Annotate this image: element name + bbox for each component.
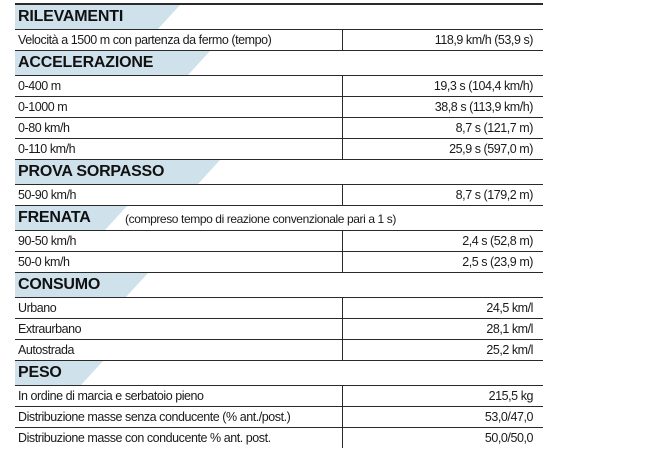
row-label: Distribuzione masse con conducente % ant… xyxy=(15,428,343,448)
row-label: Urbano xyxy=(15,298,343,318)
row-value: 50,0/50,0 xyxy=(484,431,534,445)
table-row: Distribuzione masse senza conducente (% … xyxy=(15,407,543,428)
row-value: 53,0/47,0 xyxy=(484,410,534,424)
table-row: 0-1000 m 38,8 s (113,9 km/h) xyxy=(15,97,543,118)
row-label: Velocità a 1500 m con partenza da fermo … xyxy=(15,30,343,50)
test-results-table: RILEVAMENTI Velocità a 1500 m con partenz… xyxy=(15,3,543,448)
section-header-band xyxy=(15,160,220,184)
row-value: 25,2 km/l xyxy=(486,343,533,357)
row-value: 2,4 s (52,8 m) xyxy=(462,234,533,248)
table-row: Velocità a 1500 m con partenza da fermo … xyxy=(15,30,543,51)
table-row: 50-90 km/h 8,7 s (179,2 m) xyxy=(15,185,543,206)
section-title: PESO xyxy=(18,364,62,381)
table-row: 50-0 km/h 2,5 s (23,9 m) xyxy=(15,252,543,273)
row-value: 2,5 s (23,9 m) xyxy=(462,255,533,269)
row-label: In ordine di marcia e serbatoio pieno xyxy=(15,386,343,406)
section-header-band xyxy=(15,206,127,230)
table-row: 0-400 m 19,3 s (104,4 km/h) xyxy=(15,76,543,97)
section-header-band xyxy=(15,51,210,75)
section-title: FRENATA xyxy=(18,209,91,226)
section-header: FRENATA (compreso tempo di reazione conve… xyxy=(15,206,543,231)
row-value: 215,5 kg xyxy=(488,389,534,403)
row-label: 0-80 km/h xyxy=(15,118,343,138)
table-row: Urbano 24,5 km/l xyxy=(15,298,543,319)
section-header: ACCELERAZIONE xyxy=(15,51,543,76)
row-label: 0-1000 m xyxy=(15,97,343,117)
section-note: (compreso tempo di reazione convenzional… xyxy=(125,212,396,226)
row-value: 118,9 km/h (53,9 s) xyxy=(434,33,534,47)
row-label: 50-90 km/h xyxy=(15,185,343,205)
row-label: 90-50 km/h xyxy=(15,231,343,251)
row-value: 24,5 km/l xyxy=(486,301,533,315)
section-header: PROVA SORPASSO xyxy=(15,160,543,185)
table-row: Distribuzione masse con conducente % ant… xyxy=(15,428,543,448)
row-label: Extraurbano xyxy=(15,319,343,339)
row-value: 8,7 s (179,2 m) xyxy=(455,188,534,202)
section-title: CONSUMO xyxy=(18,276,101,293)
section-header-band xyxy=(15,5,180,29)
section-header: PESO xyxy=(15,361,543,386)
table-row: 90-50 km/h 2,4 s (52,8 m) xyxy=(15,231,543,252)
table-row: Extraurbano 28,1 km/l xyxy=(15,319,543,340)
section-header-band xyxy=(15,273,148,297)
section-title: PROVA SORPASSO xyxy=(18,163,165,180)
row-label: Autostrada xyxy=(15,340,343,360)
row-value: 25,9 s (597,0 m) xyxy=(449,142,533,156)
row-value: 8,7 s (121,7 m) xyxy=(455,121,534,135)
table-row: In ordine di marcia e serbatoio pieno 215… xyxy=(15,386,543,407)
section-title: ACCELERAZIONE xyxy=(18,54,154,71)
row-value: 38,8 s (113,9 km/h) xyxy=(434,100,534,114)
row-value: 28,1 km/l xyxy=(486,322,533,336)
row-label: 50-0 km/h xyxy=(15,252,343,272)
section-header: CONSUMO xyxy=(15,273,543,298)
table-row: 0-80 km/h 8,7 s (121,7 m) xyxy=(15,118,543,139)
row-value: 19,3 s (104,4 km/h) xyxy=(433,79,534,93)
section-header: RILEVAMENTI xyxy=(15,5,543,30)
table-row: Autostrada 25,2 km/l xyxy=(15,340,543,361)
row-label: 0-400 m xyxy=(15,76,343,96)
section-title: RILEVAMENTI xyxy=(18,8,124,25)
table-row: 0-110 km/h 25,9 s (597,0 m) xyxy=(15,139,543,160)
row-label: 0-110 km/h xyxy=(15,139,343,159)
row-label: Distribuzione masse senza conducente (% … xyxy=(15,407,343,427)
